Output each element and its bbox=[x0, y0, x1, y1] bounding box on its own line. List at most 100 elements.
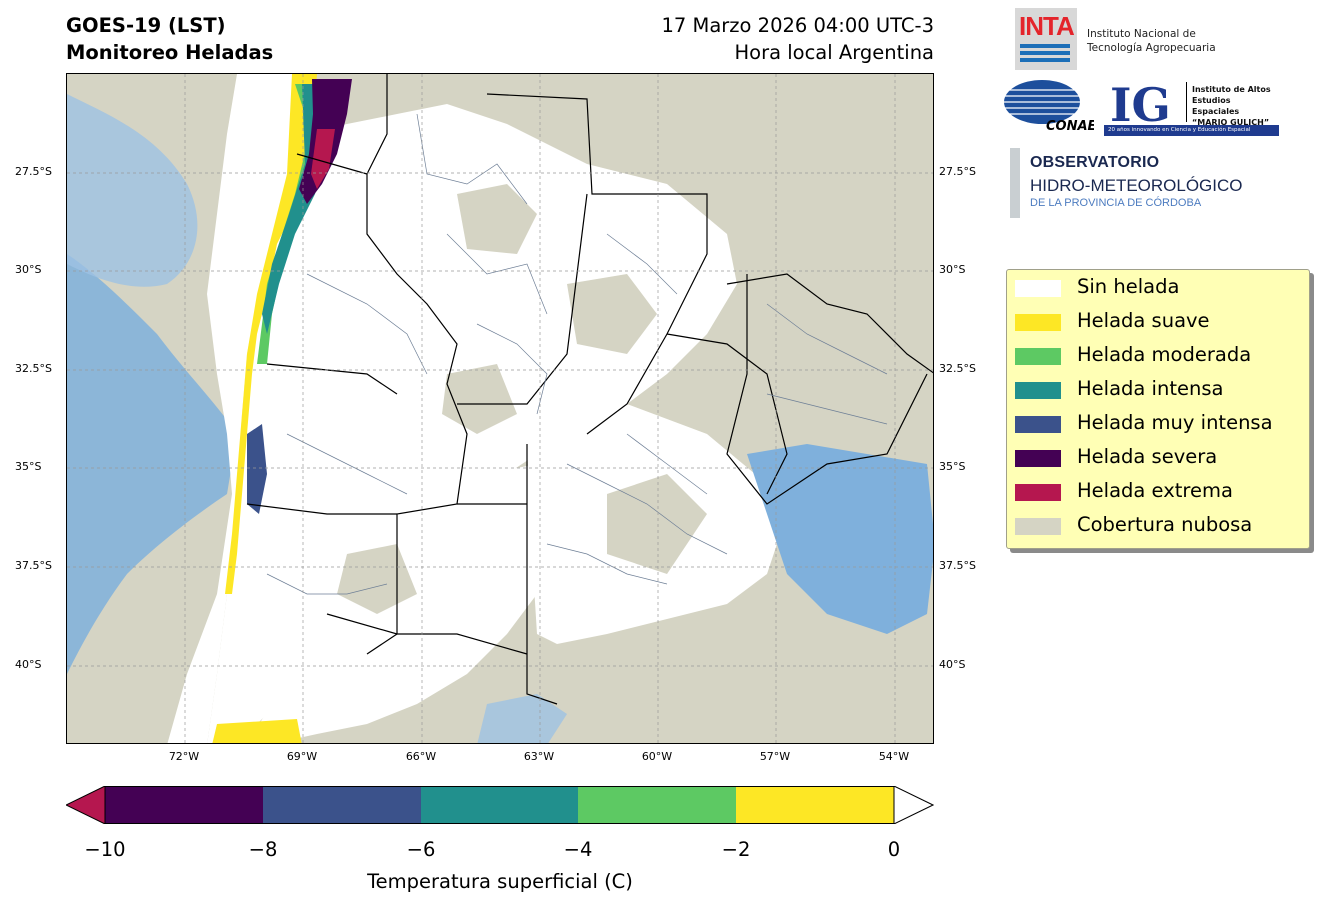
cloud-patch-3 bbox=[442, 364, 517, 434]
colorbar-tick-minus2: −2 bbox=[721, 838, 751, 861]
observatorio-logo: OBSERVATORIO HIDRO-METEOROLÓGICO DE LA P… bbox=[1010, 148, 1250, 218]
map-datetime: 17 Marzo 2026 04:00 UTC-3 Hora local Arg… bbox=[560, 12, 935, 66]
legend-item-helada-muy-intensa: Helada muy intensa bbox=[1013, 408, 1309, 442]
map-canvas bbox=[67, 74, 933, 743]
legend-item-helada-intensa: Helada intensa bbox=[1013, 374, 1309, 408]
lon-label-54w: 54°W bbox=[878, 750, 910, 763]
lat-label-right-32-5: 32.5°S bbox=[939, 362, 976, 375]
legend-item-helada-extrema: Helada extrema bbox=[1013, 476, 1309, 510]
inta-name-line-1: Instituto Nacional de bbox=[1087, 28, 1196, 40]
colorbar-segment-mild bbox=[736, 786, 894, 824]
observatorio-line-1: OBSERVATORIO bbox=[1030, 154, 1160, 171]
legend-swatch bbox=[1015, 280, 1061, 297]
colorbar-under-triangle bbox=[66, 786, 106, 824]
title-line-2: Monitoreo Heladas bbox=[66, 41, 274, 64]
department-borders bbox=[266, 113, 888, 595]
ig-line-1: Instituto de Altos bbox=[1192, 85, 1271, 94]
legend-label: Helada intensa bbox=[1077, 377, 1224, 400]
no-frost-area-west bbox=[167, 74, 299, 743]
atlantic-water-south bbox=[477, 694, 567, 743]
lat-label-left-30: 30°S bbox=[15, 263, 42, 276]
graticule bbox=[67, 74, 933, 743]
inta-logo-stripe-1 bbox=[1020, 44, 1070, 48]
legend-item-helada-severa: Helada severa bbox=[1013, 442, 1309, 476]
cloud-patch-1 bbox=[457, 184, 537, 254]
colorbar-tick-minus10: −10 bbox=[84, 838, 126, 861]
legend-item-helada-moderada: Helada moderada bbox=[1013, 340, 1309, 374]
colorbar-segment-moderate bbox=[578, 786, 736, 824]
ig-tagline: 20 años innovando en Ciencia y Educación… bbox=[1104, 125, 1279, 136]
inta-logo: INTA bbox=[1015, 8, 1077, 70]
colorbar-tick-minus6: −6 bbox=[406, 838, 436, 861]
rio-de-la-plata-water bbox=[747, 444, 933, 634]
legend-swatch bbox=[1015, 314, 1061, 331]
legend-swatch bbox=[1015, 348, 1061, 365]
legend-item-cobertura-nubosa: Cobertura nubosa bbox=[1013, 510, 1309, 544]
colorbar-over-triangle bbox=[893, 786, 934, 824]
lat-label-left-37-5: 37.5°S bbox=[15, 559, 52, 572]
ig-divider bbox=[1186, 82, 1187, 122]
cloud-patch-2 bbox=[567, 274, 657, 354]
legend-label: Sin helada bbox=[1077, 275, 1180, 298]
lon-label-69w: 69°W bbox=[286, 750, 318, 763]
pacific-water-area-2 bbox=[67, 94, 198, 287]
colorbar-tick-0: 0 bbox=[887, 838, 901, 861]
cloud-patch-4 bbox=[607, 474, 707, 574]
lat-label-left-40: 40°S bbox=[15, 658, 42, 671]
legend-swatch bbox=[1015, 382, 1061, 399]
colorbar-tick-minus8: −8 bbox=[248, 838, 278, 861]
lon-label-60w: 60°W bbox=[641, 750, 673, 763]
inta-logo-word: INTA bbox=[1019, 11, 1075, 41]
lat-label-right-35: 35°S bbox=[939, 460, 966, 473]
observatorio-line-2: HIDRO-METEOROLÓGICO bbox=[1030, 176, 1243, 195]
legend-swatch bbox=[1015, 484, 1061, 501]
observatorio-bar bbox=[1010, 148, 1020, 218]
lat-label-right-37-5: 37.5°S bbox=[939, 559, 976, 572]
frost-core-extreme bbox=[311, 129, 335, 189]
lat-label-right-40: 40°S bbox=[939, 658, 966, 671]
frost-map bbox=[66, 73, 934, 744]
pacific-water-area bbox=[67, 254, 237, 674]
inta-name: Instituto Nacional de Tecnología Agropec… bbox=[1087, 27, 1216, 55]
colorbar bbox=[66, 786, 934, 824]
ig-line-3: “MARIO GULICH” bbox=[1192, 118, 1270, 127]
lat-label-left-35: 35°S bbox=[15, 460, 42, 473]
inta-logo-stripe-3 bbox=[1020, 58, 1070, 62]
lat-label-left-32-5: 32.5°S bbox=[15, 362, 52, 375]
colorbar-label: Temperatura superficial (C) bbox=[367, 870, 633, 893]
legend-label: Helada moderada bbox=[1077, 343, 1252, 366]
ig-logo-word: IG bbox=[1110, 78, 1171, 132]
legend-item-sin-helada: Sin helada bbox=[1013, 272, 1309, 306]
ig-line-2: Estudios Espaciales bbox=[1192, 96, 1240, 116]
province-borders bbox=[246, 74, 933, 705]
observatorio-line-3: DE LA PROVINCIA DE CÓRDOBA bbox=[1030, 197, 1202, 209]
lat-label-left-27-5: 27.5°S bbox=[15, 165, 52, 178]
legend: Sin helada Helada suave Helada moderada … bbox=[1006, 269, 1310, 549]
colorbar-segment-intense bbox=[421, 786, 578, 824]
frost-patch-south-yellow bbox=[212, 719, 302, 743]
title-line-1: GOES-19 (LST) bbox=[66, 14, 226, 37]
legend-label: Helada suave bbox=[1077, 309, 1210, 332]
frost-patch-andes-mid bbox=[247, 424, 267, 514]
legend-swatch bbox=[1015, 450, 1061, 467]
colorbar-tick-minus4: −4 bbox=[563, 838, 593, 861]
lon-label-57w: 57°W bbox=[759, 750, 791, 763]
colorbar-frame bbox=[104, 786, 895, 824]
inta-name-line-2: Tecnología Agropecuaria bbox=[1087, 42, 1216, 54]
legend-item-helada-suave: Helada suave bbox=[1013, 306, 1309, 340]
map-title: GOES-19 (LST) Monitoreo Heladas bbox=[66, 12, 273, 66]
legend-label: Helada extrema bbox=[1077, 479, 1233, 502]
legend-swatch bbox=[1015, 416, 1061, 433]
lon-label-63w: 63°W bbox=[523, 750, 555, 763]
legend-label: Helada severa bbox=[1077, 445, 1218, 468]
lat-label-right-30: 30°S bbox=[939, 263, 966, 276]
colorbar-segment-very-intense bbox=[263, 786, 421, 824]
datetime-line-2: Hora local Argentina bbox=[734, 41, 934, 64]
lon-label-66w: 66°W bbox=[405, 750, 437, 763]
colorbar-segment-severe bbox=[105, 786, 263, 824]
lon-label-72w: 72°W bbox=[168, 750, 200, 763]
conae-word: CONAE bbox=[1046, 119, 1094, 134]
ig-logo: IG Instituto de Altos Estudios Espaciale… bbox=[1104, 76, 1279, 136]
legend-label: Helada muy intensa bbox=[1077, 411, 1273, 434]
ig-institute-name: Instituto de Altos Estudios Espaciales “… bbox=[1192, 84, 1279, 128]
